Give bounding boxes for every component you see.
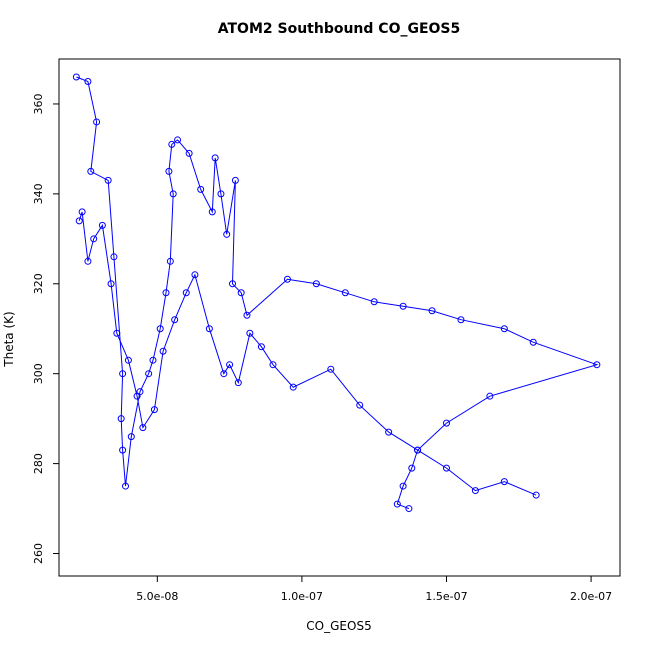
data-point: [149, 356, 157, 364]
data-point: [442, 419, 450, 427]
y-axis: 260 280 300 320 340 360: [32, 93, 60, 564]
data-point: [78, 208, 86, 216]
data-point: [113, 329, 121, 337]
data-point: [87, 167, 95, 175]
x-axis-label: CO_GEOS5: [306, 619, 371, 633]
data-point: [229, 280, 237, 288]
data-point: [234, 379, 242, 387]
data-point: [93, 118, 101, 126]
x-tick-label: 2.0e-07: [570, 590, 612, 603]
y-axis-label: Theta (K): [2, 311, 16, 367]
data-point: [150, 406, 158, 414]
data-point: [174, 136, 182, 144]
data-point: [428, 307, 436, 315]
series-line: [76, 76, 599, 510]
data-point: [110, 253, 118, 261]
data-point: [197, 185, 205, 193]
data-point: [532, 491, 540, 499]
data-point: [98, 221, 106, 229]
data-point: [84, 77, 92, 85]
data-point: [171, 316, 179, 324]
data-point: [124, 356, 132, 364]
data-point: [269, 361, 277, 369]
data-point: [72, 73, 80, 81]
data-point: [442, 464, 450, 472]
data-point: [107, 280, 115, 288]
data-point: [486, 392, 494, 400]
x-axis: 5.0e-08 1.0e-07 1.5e-07 2.0e-07: [136, 575, 612, 603]
data-point: [117, 415, 125, 423]
y-tick-label: 360: [32, 93, 45, 114]
data-point: [139, 424, 147, 432]
data-point: [356, 401, 364, 409]
data-point: [593, 361, 601, 369]
data-point: [226, 361, 234, 369]
series-2: [75, 208, 540, 499]
data-point: [312, 280, 320, 288]
series-1: [72, 73, 601, 513]
x-tick-label: 5.0e-08: [136, 590, 178, 603]
data-point: [191, 271, 199, 279]
data-point: [166, 257, 174, 265]
data-point: [471, 487, 479, 495]
data-point: [156, 325, 164, 333]
series-layer: [72, 73, 601, 513]
data-point: [257, 343, 265, 351]
data-point: [127, 433, 135, 441]
data-point: [159, 347, 167, 355]
data-point: [246, 329, 254, 337]
data-point: [500, 478, 508, 486]
data-point: [385, 428, 393, 436]
data-point: [182, 289, 190, 297]
data-point: [162, 289, 170, 297]
data-point: [145, 370, 153, 378]
data-point: [327, 365, 335, 373]
data-point: [165, 167, 173, 175]
data-point: [289, 383, 297, 391]
y-tick-label: 300: [32, 363, 45, 384]
data-point: [185, 149, 193, 157]
data-point: [500, 325, 508, 333]
data-point: [414, 446, 422, 454]
data-point: [119, 446, 127, 454]
data-point: [283, 275, 291, 283]
data-point: [133, 392, 141, 400]
data-point: [205, 325, 213, 333]
data-point: [405, 505, 413, 513]
data-point: [84, 257, 92, 265]
series-line: [78, 211, 537, 496]
data-point: [104, 176, 112, 184]
y-tick-label: 320: [32, 273, 45, 294]
data-point: [211, 154, 219, 162]
y-tick-label: 260: [32, 543, 45, 564]
data-point: [217, 190, 225, 198]
data-point: [75, 217, 83, 225]
data-point: [457, 316, 465, 324]
data-point: [243, 311, 251, 319]
data-point: [341, 289, 349, 297]
data-point: [169, 190, 177, 198]
data-point: [529, 338, 537, 346]
x-tick-label: 1.0e-07: [281, 590, 323, 603]
data-point: [393, 500, 401, 508]
data-point: [370, 298, 378, 306]
data-point: [122, 482, 130, 490]
data-point: [237, 289, 245, 297]
data-point: [399, 482, 407, 490]
data-point: [168, 140, 176, 148]
y-tick-label: 280: [32, 453, 45, 474]
x-tick-label: 1.5e-07: [425, 590, 467, 603]
y-tick-label: 340: [32, 183, 45, 204]
data-point: [208, 208, 216, 216]
data-point: [223, 230, 231, 238]
data-point: [408, 464, 416, 472]
chart-title: ATOM2 Southbound CO_GEOS5: [218, 21, 461, 37]
data-point: [231, 176, 239, 184]
data-point: [399, 302, 407, 310]
data-point: [220, 370, 228, 378]
data-point: [90, 235, 98, 243]
data-point: [119, 370, 127, 378]
